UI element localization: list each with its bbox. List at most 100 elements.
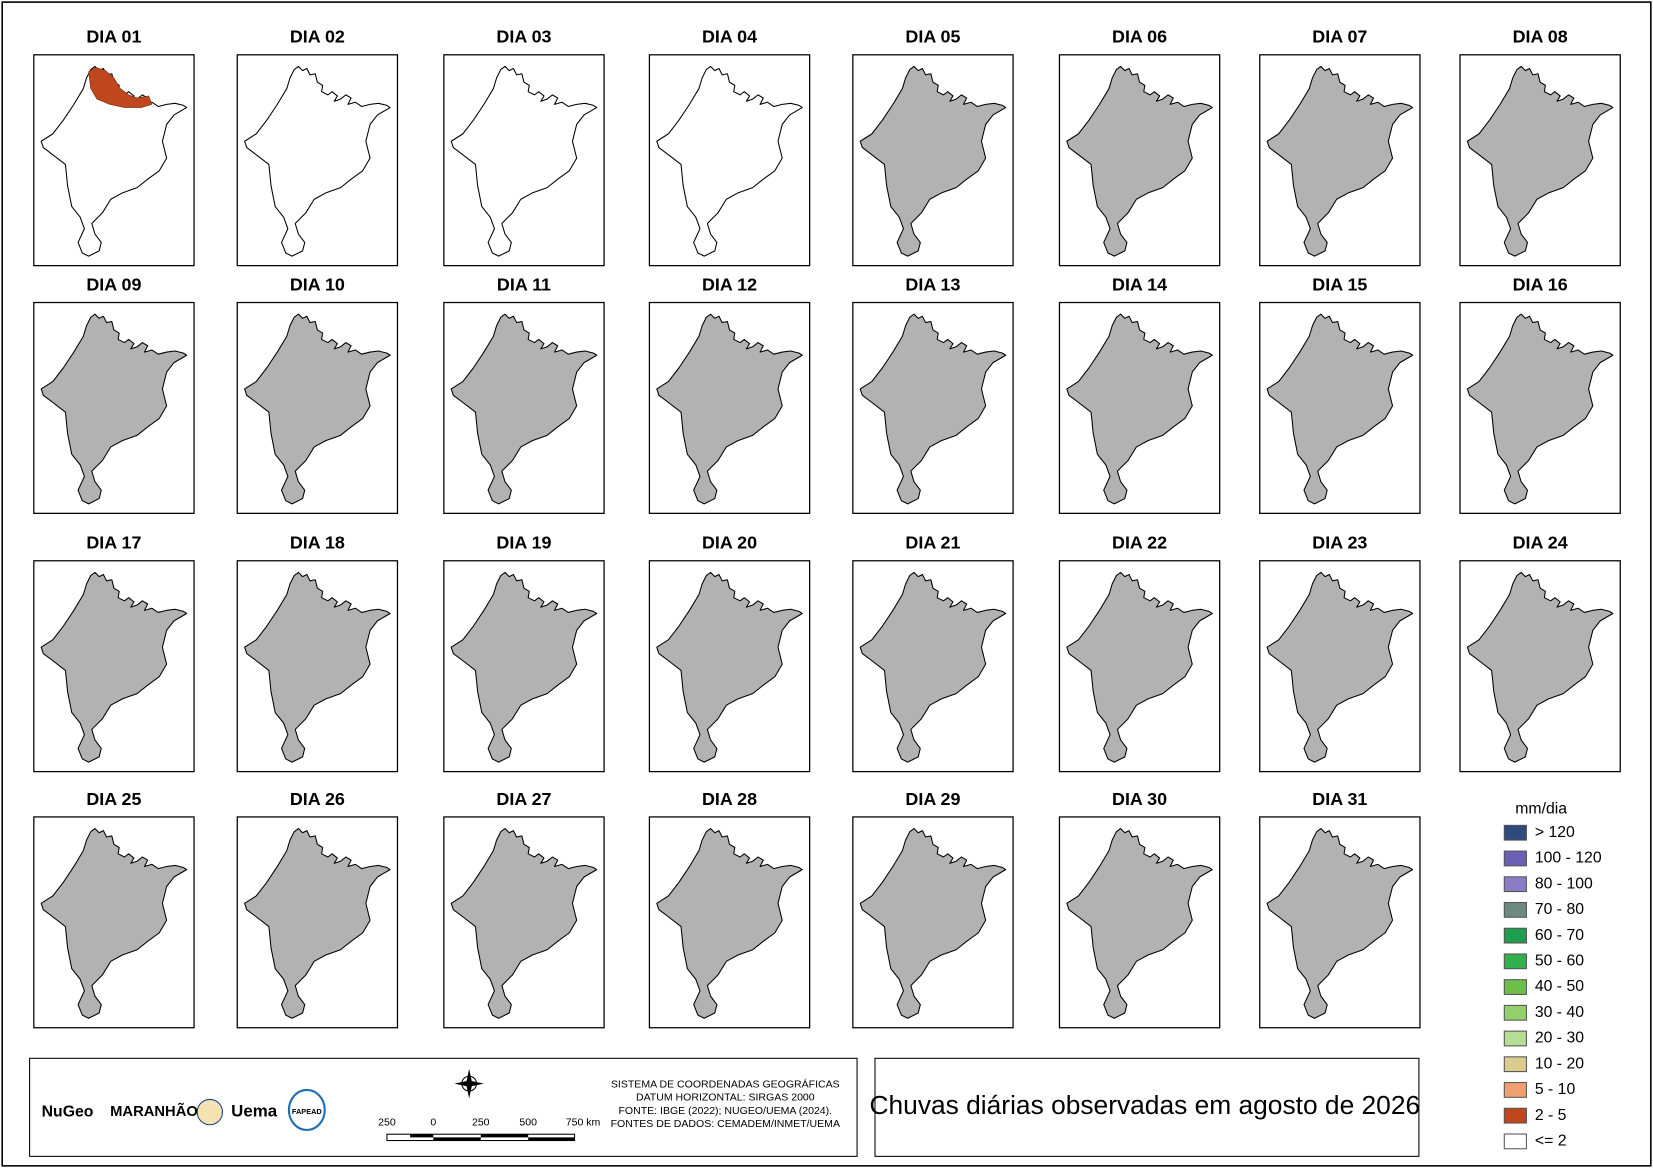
panel-title: DIA 20 xyxy=(702,533,757,553)
panel-title: DIA 11 xyxy=(497,274,551,294)
panel-title: DIA 30 xyxy=(1112,789,1167,809)
state-map xyxy=(656,827,803,1019)
legend-swatch xyxy=(1503,927,1527,944)
logo-badge xyxy=(287,1088,326,1132)
panel-title: DIA 19 xyxy=(496,533,551,553)
state-map xyxy=(1266,571,1414,763)
state-map xyxy=(244,827,391,1019)
legend-label: 5 - 10 xyxy=(1535,1081,1576,1098)
panel-title: DIA 06 xyxy=(1112,27,1167,47)
scale-bar xyxy=(386,1133,576,1142)
state-map xyxy=(450,827,598,1019)
state-map xyxy=(450,571,598,763)
state-shape xyxy=(859,827,1007,1019)
scale-label: 0 xyxy=(430,1116,436,1128)
state-map xyxy=(656,313,803,505)
legend-swatch xyxy=(1503,850,1527,867)
legend-label: 10 - 20 xyxy=(1535,1055,1584,1072)
panel-title: DIA 04 xyxy=(702,27,757,47)
credit-line: SISTEMA DE COORDENADAS GEOGRÁFICAS xyxy=(611,1077,840,1090)
state-map xyxy=(40,571,188,763)
legend-label: 50 - 60 xyxy=(1535,953,1584,970)
legend-swatch xyxy=(1503,1030,1527,1047)
state-shape xyxy=(1466,65,1614,257)
state-shape xyxy=(1066,571,1213,763)
legend-label: 2 - 5 xyxy=(1535,1107,1567,1124)
state-map xyxy=(859,571,1007,763)
state-shape xyxy=(1066,827,1213,1019)
panel-title: DIA 17 xyxy=(86,533,141,553)
credit-line: DATUM HORIZONTAL: SIRGAS 2000 xyxy=(636,1092,815,1104)
state-shape xyxy=(244,827,391,1019)
state-map xyxy=(244,571,391,763)
panel-title: DIA 18 xyxy=(290,533,345,553)
state-map xyxy=(1466,65,1614,257)
legend-title: mm/dia xyxy=(1515,801,1567,818)
credit-line: FONTE: IBGE (2022); NUGEO/UEMA (2024). xyxy=(619,1105,833,1117)
state-shape xyxy=(656,65,803,257)
panel-title: DIA 12 xyxy=(702,274,757,294)
state-shape xyxy=(244,571,391,763)
state-map xyxy=(1066,827,1213,1019)
legend-label: 30 - 40 xyxy=(1535,1004,1584,1021)
state-shape xyxy=(859,571,1007,763)
scale-label: 250 xyxy=(472,1116,490,1128)
credit-line: FONTES DE DADOS: CEMADEM/INMET/UEMA xyxy=(611,1118,840,1130)
legend-label: 100 - 120 xyxy=(1535,850,1602,867)
legend-label: 20 - 30 xyxy=(1535,1030,1584,1047)
legend-swatch xyxy=(1503,1133,1527,1150)
legend-swatch xyxy=(1503,979,1527,995)
panel-title: DIA 01 xyxy=(86,27,141,47)
state-shape xyxy=(1266,65,1414,257)
panel-title: DIA 24 xyxy=(1513,533,1568,553)
state-shape xyxy=(1466,571,1614,763)
panel-title: DIA 13 xyxy=(905,274,960,294)
state-map xyxy=(859,827,1007,1019)
panel-title: DIA 31 xyxy=(1312,789,1367,809)
state-map xyxy=(40,827,188,1019)
state-shape xyxy=(1266,571,1414,763)
panel-title: DIA 27 xyxy=(496,789,551,809)
legend-swatch xyxy=(1503,901,1527,918)
state-shape xyxy=(244,313,391,505)
panel-title: DIA 14 xyxy=(1112,274,1167,294)
state-map xyxy=(1266,827,1414,1019)
panel-title: DIA 09 xyxy=(86,274,141,294)
state-shape xyxy=(450,313,598,505)
scale-segment xyxy=(480,1134,529,1138)
state-map xyxy=(450,313,598,505)
legend-swatch xyxy=(1503,824,1527,841)
legend-swatch xyxy=(1503,1107,1527,1124)
footer-box xyxy=(29,1057,858,1157)
panel-title: DIA 03 xyxy=(496,27,551,47)
state-map xyxy=(1466,313,1614,505)
panel-title: DIA 07 xyxy=(1312,27,1367,47)
state-map xyxy=(450,65,598,257)
legend-label: 70 - 80 xyxy=(1535,901,1584,918)
state-shape xyxy=(40,571,188,763)
panel-title: DIA 08 xyxy=(1513,27,1568,47)
logo: MARANHÃO xyxy=(110,1102,198,1120)
panel-title: DIA 29 xyxy=(905,789,960,809)
state-map xyxy=(1066,571,1213,763)
legend-swatch xyxy=(1503,1082,1527,1098)
logo-seal xyxy=(196,1098,224,1126)
state-shape xyxy=(450,827,598,1019)
state-map xyxy=(244,65,391,257)
panel-title: DIA 10 xyxy=(290,274,345,294)
state-map xyxy=(1466,571,1614,763)
panel-title: DIA 05 xyxy=(905,27,960,47)
panel-title: DIA 25 xyxy=(86,789,141,809)
rain-zone xyxy=(88,67,153,108)
legend-label: > 120 xyxy=(1535,824,1575,841)
panel-title: DIA 23 xyxy=(1312,533,1367,553)
legend-label: 60 - 70 xyxy=(1535,927,1584,944)
title-box xyxy=(874,1057,1420,1157)
state-shape xyxy=(450,571,598,763)
legend-swatch xyxy=(1503,1004,1527,1021)
state-shape xyxy=(656,827,803,1019)
state-shape xyxy=(1466,313,1614,505)
legend-label: 80 - 100 xyxy=(1535,875,1593,892)
legend-swatch xyxy=(1503,876,1527,893)
